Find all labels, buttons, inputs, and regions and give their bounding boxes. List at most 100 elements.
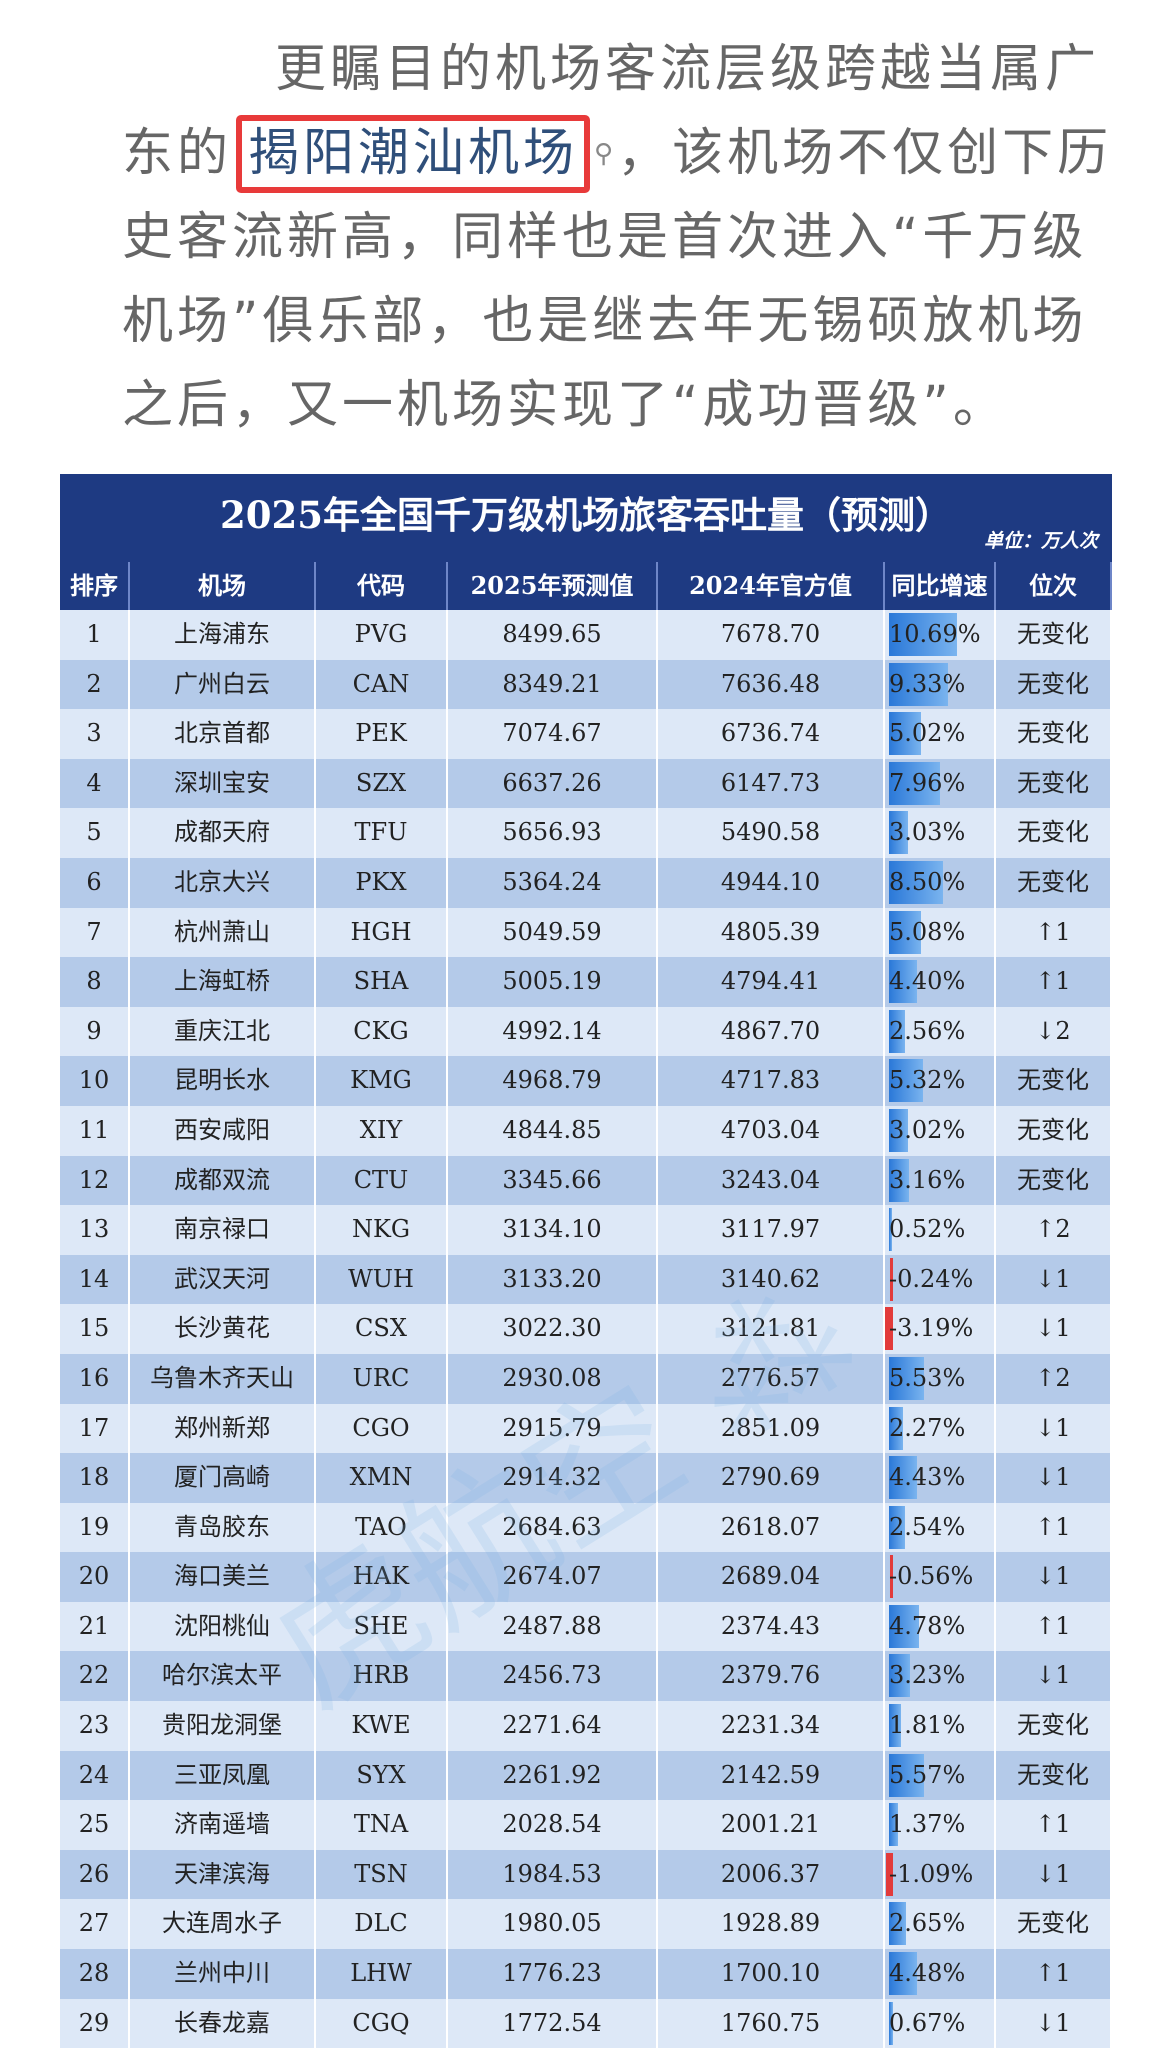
forecast-2025-cell: 2915.79 — [448, 1403, 658, 1454]
rank-cell: 29 — [60, 1998, 130, 2049]
growth-text: 1.81% — [889, 1711, 966, 1740]
airport-cell: 三亚凤凰 — [130, 1750, 316, 1801]
table-row: 12 成都双流 CTU 3345.66 3243.04 3.16% 无变化 — [60, 1155, 1112, 1206]
growth-bar-negative — [885, 1307, 893, 1351]
official-2024-cell: 7678.70 — [658, 610, 885, 660]
growth-text: 2.54% — [889, 1512, 966, 1541]
growth-bar-positive — [889, 613, 957, 656]
rank-change-cell: ↓1 — [996, 1849, 1112, 1900]
growth-text: 5.32% — [889, 1066, 966, 1095]
growth-bar-positive — [889, 811, 909, 855]
growth-text: -0.24% — [889, 1264, 974, 1293]
rank-cell: 10 — [60, 1056, 130, 1106]
article-paragraph: 更瞩目的机场客流层级跨越当属广 东的 揭阳潮汕机场 ⚲，该机场不仅创下历 史客流新高… — [122, 28, 1108, 448]
search-icon[interactable]: ⚲ — [594, 139, 618, 169]
airport-cell: 沈阳桃仙 — [130, 1601, 316, 1652]
official-2024-cell: 5490.58 — [658, 808, 885, 858]
growth-bar-positive — [889, 1059, 923, 1103]
code-cell: TAO — [316, 1502, 448, 1553]
rank-cell: 17 — [60, 1403, 130, 1454]
paragraph-line-5: 之后，又一机场实现了“成功晋级”。 — [122, 376, 1008, 435]
code-cell: TSN — [316, 1849, 448, 1900]
rank-change-cell: 无变化 — [996, 1056, 1112, 1106]
airport-cell: 上海虹桥 — [130, 957, 316, 1007]
growth-bar-positive — [889, 1505, 906, 1549]
code-cell: NKG — [316, 1205, 448, 1255]
table-row: 23 贵阳龙洞堡 KWE 2271.64 2231.34 1.81% 无变化 — [60, 1701, 1112, 1751]
rank-change-cell: ↓1 — [996, 1651, 1112, 1702]
rank-cell: 27 — [60, 1899, 130, 1950]
growth-text: 5.02% — [889, 719, 966, 748]
official-2024-cell: 4944.10 — [658, 857, 885, 908]
airport-cell: 大连周水子 — [130, 1899, 316, 1950]
table-row: 17 郑州新郑 CGO 2915.79 2851.09 2.27% ↓1 — [60, 1403, 1112, 1454]
growth-bar-positive — [889, 662, 949, 706]
code-cell: SHE — [316, 1601, 448, 1652]
rank-change-cell: 无变化 — [996, 610, 1112, 660]
rank-change-cell: ↑1 — [996, 1601, 1112, 1652]
official-2024-cell: 2618.07 — [658, 1502, 885, 1553]
rank-change-cell: 无变化 — [996, 1701, 1112, 1751]
rank-cell: 25 — [60, 1800, 130, 1850]
official-2024-cell: 4794.41 — [658, 957, 885, 1007]
official-2024-cell: 2142.59 — [658, 1750, 885, 1801]
airport-cell: 成都天府 — [130, 808, 316, 858]
growth-cell: 8.50% — [885, 857, 996, 908]
forecast-2025-cell: 2028.54 — [448, 1800, 658, 1850]
table-row: 3 北京首都 PEK 7074.67 6736.74 5.02% 无变化 — [60, 709, 1112, 759]
table-row: 18 厦门高崎 XMN 2914.32 2790.69 4.43% ↓1 — [60, 1453, 1112, 1503]
growth-text: 9.33% — [889, 669, 966, 698]
code-cell: SHA — [316, 957, 448, 1007]
rank-cell: 24 — [60, 1750, 130, 1801]
growth-text: 7.96% — [889, 768, 966, 797]
official-2024-cell: 2379.76 — [658, 1651, 885, 1702]
column-header: 位次 — [996, 562, 1112, 610]
airport-cell: 北京首都 — [130, 709, 316, 759]
growth-text: -1.09% — [889, 1859, 974, 1888]
official-2024-cell: 1760.75 — [658, 1998, 885, 2049]
official-2024-cell: 4867.70 — [658, 1006, 885, 1057]
paragraph-line-3: 史客流新高，同样也是首次进入“千万级 — [122, 208, 1088, 267]
column-header: 机场 — [130, 562, 316, 610]
growth-cell: -0.24% — [885, 1254, 996, 1305]
table-row: 22 哈尔滨太平 HRB 2456.73 2379.76 3.23% ↓1 — [60, 1651, 1112, 1702]
code-cell: HRB — [316, 1651, 448, 1702]
growth-text: 3.16% — [889, 1165, 966, 1194]
airport-cell: 郑州新郑 — [130, 1403, 316, 1454]
growth-cell: 4.78% — [885, 1601, 996, 1652]
official-2024-cell: 6736.74 — [658, 709, 885, 759]
forecast-2025-cell: 5005.19 — [448, 957, 658, 1007]
table-row: 24 三亚凤凰 SYX 2261.92 2142.59 5.57% 无变化 — [60, 1750, 1112, 1801]
forecast-2025-cell: 2271.64 — [448, 1701, 658, 1751]
growth-bar-positive — [889, 2001, 894, 2045]
table-row: 7 杭州萧山 HGH 5049.59 4805.39 5.08% ↑1 — [60, 907, 1112, 958]
rank-change-cell: 无变化 — [996, 857, 1112, 908]
rank-cell: 13 — [60, 1205, 130, 1255]
rank-change-cell: ↓1 — [996, 1453, 1112, 1503]
official-2024-cell: 3140.62 — [658, 1254, 885, 1305]
airport-cell: 济南遥墙 — [130, 1800, 316, 1850]
official-2024-cell: 4703.04 — [658, 1105, 885, 1156]
table-row: 2 广州白云 CAN 8349.21 7636.48 9.33% 无变化 — [60, 659, 1112, 710]
code-cell: CKG — [316, 1006, 448, 1057]
code-cell: CAN — [316, 659, 448, 710]
official-2024-cell: 2001.21 — [658, 1800, 885, 1850]
table-row: 15 长沙黄花 CSX 3022.30 3121.81 -3.19% ↓1 — [60, 1304, 1112, 1354]
growth-text: 2.27% — [889, 1413, 966, 1442]
growth-bar-positive — [889, 1456, 918, 1500]
growth-text: 5.08% — [889, 917, 966, 946]
column-header: 2025年预测值 — [448, 562, 658, 610]
code-cell: SYX — [316, 1750, 448, 1801]
rank-cell: 18 — [60, 1453, 130, 1503]
code-cell: CGO — [316, 1403, 448, 1454]
growth-text: 5.53% — [889, 1363, 966, 1392]
forecast-2025-cell: 2914.32 — [448, 1453, 658, 1503]
official-2024-cell: 2231.34 — [658, 1701, 885, 1751]
official-2024-cell: 1700.10 — [658, 1949, 885, 1999]
rank-change-cell: ↑1 — [996, 1502, 1112, 1553]
airport-ranking-table: 2025年全国千万级机场旅客吞吐量（预测） 单位：万人次 排序 机场 代码 2025年… — [60, 474, 1112, 2063]
code-cell: WUH — [316, 1254, 448, 1305]
rank-change-cell: ↓2 — [996, 1006, 1112, 1057]
growth-text: 1.37% — [889, 1810, 966, 1839]
rank-change-cell: 无变化 — [996, 758, 1112, 809]
